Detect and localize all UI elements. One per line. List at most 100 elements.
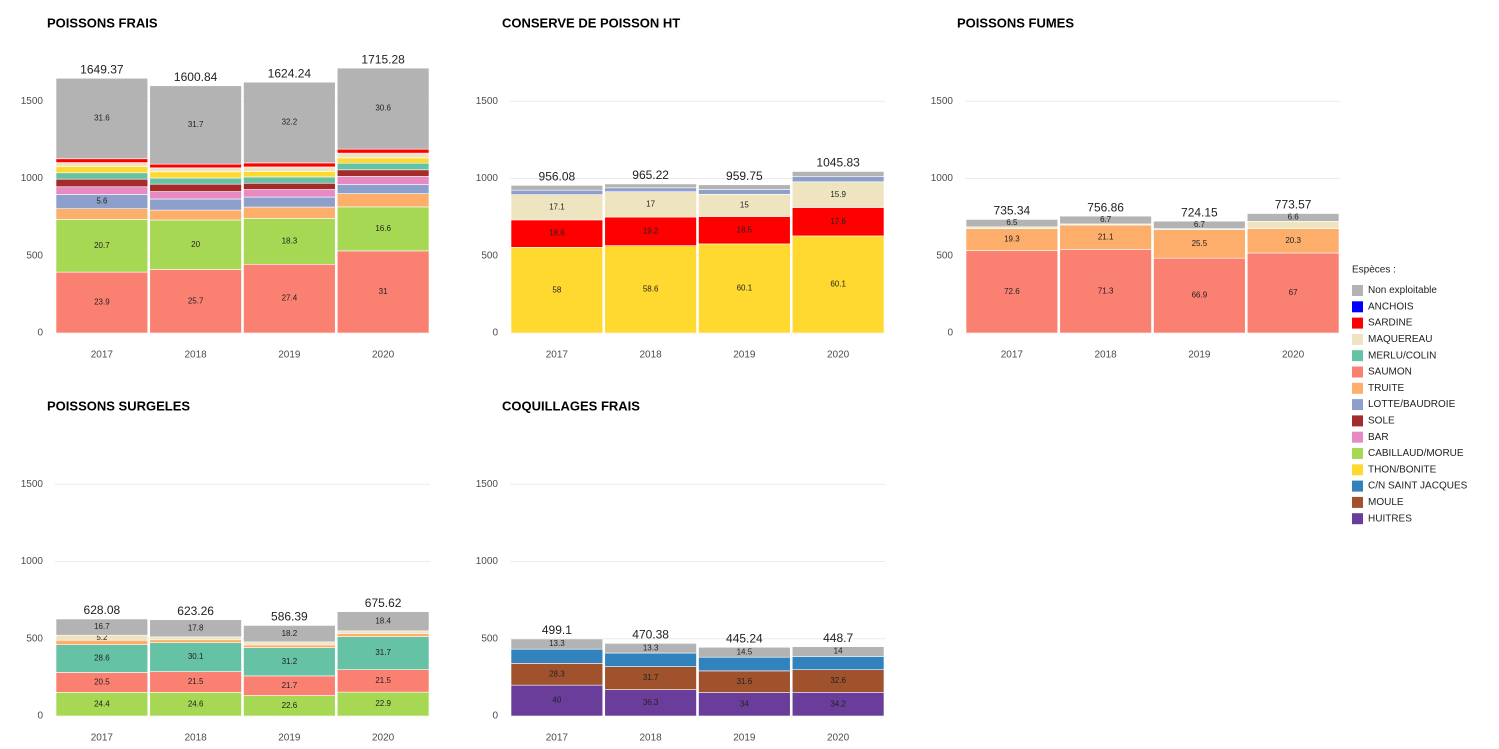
bar-segment [510,648,604,664]
y-tick-label: 1500 [476,479,499,490]
bar-segment [791,656,885,671]
segment-label: 40 [552,696,561,705]
bar-segment [336,152,430,159]
segment-label: 16.6 [375,224,391,233]
legend-label: MERLU/COLIN [1368,350,1436,361]
bar-segment [1246,228,1340,254]
bar-segment [149,209,242,221]
bar-segment [510,684,604,717]
legend-swatch [1352,513,1363,525]
bar-segment [149,639,242,643]
x-tick-label: 2020 [827,350,850,361]
segment-label: 25.7 [188,296,204,305]
segment-label: 28.6 [94,654,110,663]
total-label: 470.38 [632,628,669,642]
bar-segment [336,611,430,632]
bar-segment [149,219,242,270]
y-tick-label: 500 [26,250,43,261]
x-tick-label: 2018 [1095,350,1118,361]
bar-segment [243,647,336,677]
bar-segment [1059,224,1152,250]
segment-label: 18.2 [282,629,298,638]
bar-segment [149,269,242,334]
bar-segment [243,196,336,208]
bar-segment [55,77,149,160]
bar-segment [243,162,336,168]
segment-label: 6.7 [1100,215,1112,224]
bar-segment [336,148,430,154]
legend-swatch [1352,382,1363,394]
bar-segment [149,642,242,672]
segment-label: 31.7 [643,673,659,682]
segment-label: 31.6 [94,114,110,123]
y-tick-label: 500 [26,633,43,644]
bar-segment [149,636,242,641]
x-tick-label: 2019 [733,733,756,744]
segment-label: 21.7 [282,681,298,690]
segment-label: 34 [740,699,749,708]
legend-swatch [1352,285,1363,296]
x-tick-label: 2017 [546,733,569,744]
bar-segment [55,172,149,180]
panel-title: POISSONS SURGELES [47,398,190,413]
legend-label: SAUMON [1368,367,1412,378]
bar-segment [965,250,1059,334]
legend-label: BAR [1368,432,1389,443]
bar-segment [698,656,791,672]
bar-segment [336,169,430,177]
x-tick-label: 2018 [185,350,208,361]
legend-label: ANCHOIS [1368,301,1414,312]
segment-label: 13.3 [643,643,659,652]
bar-segment [55,219,149,273]
bar-segment [604,652,697,667]
segment-label: 34.2 [830,699,846,708]
x-tick-label: 2020 [827,733,850,744]
bar-segment [243,81,336,164]
legend-label: TRUITE [1368,383,1404,394]
legend-label: Non exploitable [1368,285,1437,296]
segment-label: 20.7 [94,241,110,250]
bar-segment [336,184,430,194]
bar-segment [55,178,149,188]
x-tick-label: 2019 [278,733,301,744]
segment-label: 31.7 [188,120,204,129]
bar-segment [55,644,149,673]
total-label: 773.57 [1275,198,1312,212]
bar-segment [336,206,430,252]
bar-segment [336,176,430,185]
segment-label: 18.3 [282,236,298,245]
segment-label: 24.6 [188,699,204,708]
bar-segment [1153,220,1246,229]
segment-label: 14.5 [737,647,753,656]
y-tick-label: 1000 [476,173,499,184]
x-tick-label: 2019 [278,350,301,361]
y-tick-label: 1000 [476,556,499,567]
segment-label: 23.9 [94,298,110,307]
bar-segment [55,618,149,636]
segment-label: 67 [1289,288,1298,297]
legend-label: THON/BONITE [1368,464,1437,475]
legend-swatch [1352,415,1363,427]
segment-label: 5.6 [96,197,108,206]
bar-segment [243,182,336,190]
bar-segment [510,194,604,221]
segment-label: 22.6 [282,701,298,710]
bar-segment [149,85,242,165]
bar-segment [510,189,604,195]
bar-segment [55,208,149,220]
bar-segment [336,636,430,670]
bar-segment [55,186,149,195]
total-label: 448.7 [823,631,853,645]
segment-label: 58.6 [643,284,659,293]
total-label: 756.86 [1087,200,1124,214]
total-label: 1600.84 [174,70,218,84]
y-tick-label: 0 [37,328,43,339]
segment-label: 32.6 [830,676,846,685]
bar-segment [243,641,336,646]
segment-label: 17.6 [830,217,846,226]
legend-label: SOLE [1368,416,1395,427]
y-tick-label: 0 [947,328,953,339]
total-label: 586.39 [271,610,308,624]
bar-segment [149,619,242,638]
